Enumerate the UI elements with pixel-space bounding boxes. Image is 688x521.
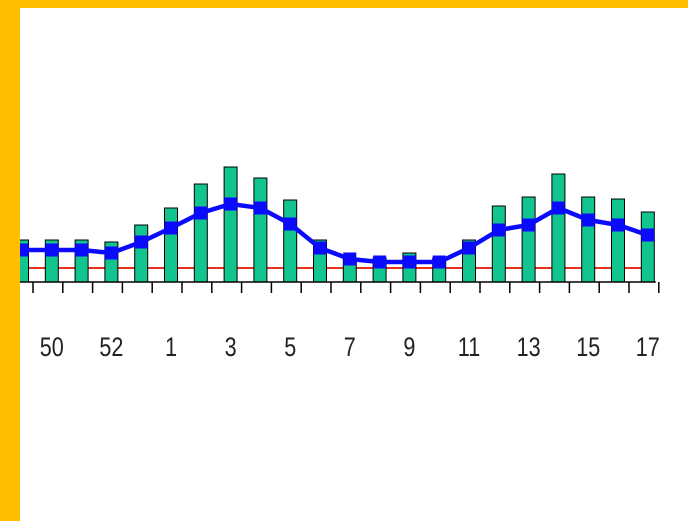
x-tick-label: 9 xyxy=(403,333,415,363)
bar xyxy=(521,196,536,283)
line-point xyxy=(402,255,416,269)
bar xyxy=(640,211,655,283)
x-tick-label: 3 xyxy=(225,333,237,363)
bar xyxy=(611,198,625,283)
line-point xyxy=(641,228,655,242)
line-point xyxy=(462,241,476,255)
x-tick-label: 17 xyxy=(636,333,660,363)
x-tick-label: 11 xyxy=(458,333,480,363)
bar xyxy=(223,166,238,283)
bar xyxy=(253,177,268,283)
line-point xyxy=(373,255,387,269)
line-point xyxy=(313,241,327,255)
x-tick-label: 5 xyxy=(284,333,296,363)
line-point xyxy=(75,243,89,257)
bar xyxy=(134,224,149,283)
line-series xyxy=(22,201,649,265)
line-point xyxy=(164,221,178,235)
bar xyxy=(193,183,208,283)
x-tick-label: 52 xyxy=(99,333,123,363)
bar xyxy=(551,173,566,283)
bar xyxy=(164,207,178,283)
line-point xyxy=(194,206,208,220)
line-point xyxy=(551,201,565,215)
line-point xyxy=(224,197,238,211)
line-point xyxy=(253,201,267,215)
x-tick-label: 1 xyxy=(165,333,177,363)
bar xyxy=(581,196,596,283)
line-point xyxy=(134,235,148,249)
line-point xyxy=(20,243,29,257)
x-tick-label: 15 xyxy=(576,333,600,363)
bar xyxy=(283,199,298,283)
plot xyxy=(20,166,660,293)
line-point xyxy=(492,223,506,237)
line-point xyxy=(283,217,297,231)
bar xyxy=(491,205,506,283)
line-point xyxy=(522,218,536,232)
line-point xyxy=(104,246,118,260)
x-tick-label: 50 xyxy=(40,333,64,363)
line-point xyxy=(432,255,446,269)
line-point xyxy=(343,252,357,266)
x-tick-label: 7 xyxy=(344,333,356,363)
x-tick-label: 13 xyxy=(517,333,541,363)
line-point xyxy=(45,243,59,257)
line-point xyxy=(581,213,595,227)
line-point xyxy=(611,218,625,232)
